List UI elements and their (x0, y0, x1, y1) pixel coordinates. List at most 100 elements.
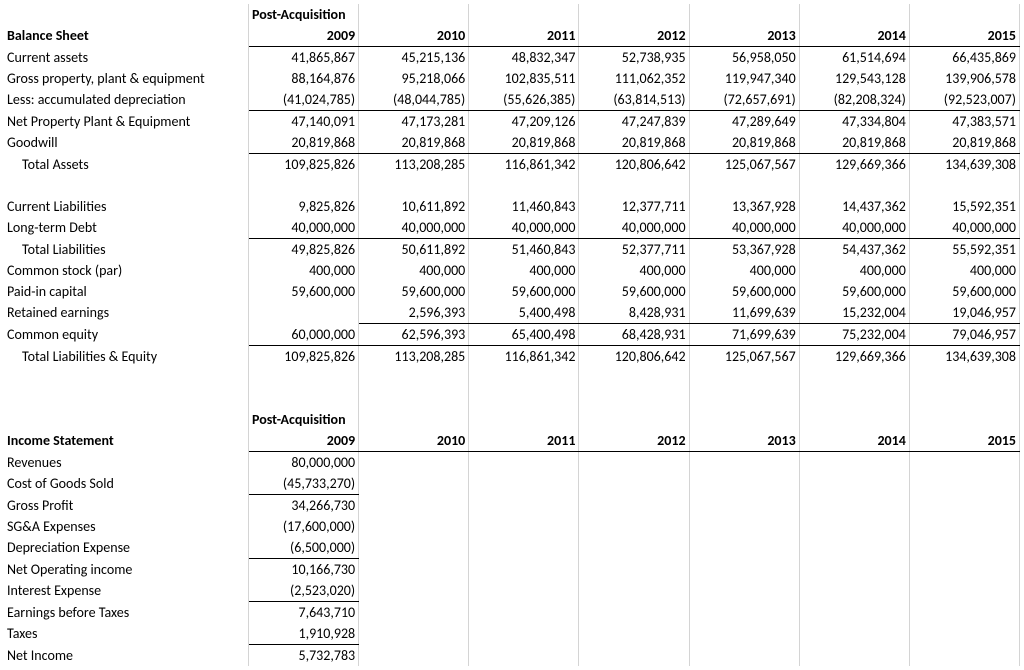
bs1-val-5-4: 125,067,567 (689, 154, 799, 176)
is-year-2013: 2013 (689, 430, 799, 452)
bs2-val-4-3: 59,600,000 (579, 281, 689, 302)
bs1-val-2-6: (92,523,007) (909, 89, 1019, 111)
bs2-label-3: Common stock (par) (4, 260, 249, 281)
bs2-val-0-6: 15,592,351 (909, 196, 1019, 217)
is-val-8-5 (799, 623, 909, 645)
bs2-val-0-0: 9,825,826 (249, 196, 359, 217)
is-val-8-0: 1,910,928 (249, 623, 359, 645)
bs2-val-1-2: 40,000,000 (469, 217, 579, 239)
bs1-val-1-0: 88,164,876 (249, 68, 359, 89)
bs2-val-2-3: 52,377,711 (579, 239, 689, 261)
income-statement-title: Income Statement (4, 430, 249, 452)
bs1-val-5-5: 129,669,366 (799, 154, 909, 176)
bs1-val-1-2: 102,835,511 (469, 68, 579, 89)
is-val-0-0: 80,000,000 (249, 452, 359, 474)
bs2-val-5-3: 8,428,931 (579, 302, 689, 324)
is-val-5-1 (359, 559, 469, 581)
is-val-0-1 (359, 452, 469, 474)
is-val-4-2 (469, 537, 579, 559)
bs2-val-4-6: 59,600,000 (909, 281, 1019, 302)
is-label-2: Gross Profit (4, 495, 249, 517)
bs2-val-1-6: 40,000,000 (909, 217, 1019, 239)
is-val-2-6 (909, 495, 1019, 517)
bs2-val-7-3: 120,806,642 (579, 346, 689, 368)
bs2-val-1-5: 40,000,000 (799, 217, 909, 239)
is-val-1-6 (909, 473, 1019, 495)
is-label-8: Taxes (4, 623, 249, 645)
bs1-val-0-2: 48,832,347 (469, 47, 579, 69)
is-val-1-2 (469, 473, 579, 495)
is-val-3-0: (17,600,000) (249, 516, 359, 537)
bs2-val-1-0: 40,000,000 (249, 217, 359, 239)
bs2-val-6-6: 79,046,957 (909, 324, 1019, 346)
bs1-val-2-1: (48,044,785) (359, 89, 469, 111)
bs2-val-7-5: 129,669,366 (799, 346, 909, 368)
year-2015: 2015 (909, 25, 1019, 47)
is-val-4-1 (359, 537, 469, 559)
bs2-val-3-4: 400,000 (689, 260, 799, 281)
bs2-val-2-4: 53,367,928 (689, 239, 799, 261)
bs1-label-3: Net Property Plant & Equipment (4, 111, 249, 133)
is-val-0-6 (909, 452, 1019, 474)
bs2-val-4-2: 59,600,000 (469, 281, 579, 302)
year-2011: 2011 (469, 25, 579, 47)
bs1-val-3-2: 47,209,126 (469, 111, 579, 133)
bs1-val-4-0: 20,819,868 (249, 132, 359, 154)
post-acquisition-label-2: Post-Acquisition (249, 409, 359, 430)
is-val-6-5 (799, 580, 909, 602)
year-2013: 2013 (689, 25, 799, 47)
is-val-3-5 (799, 516, 909, 537)
is-val-7-6 (909, 602, 1019, 624)
is-val-3-2 (469, 516, 579, 537)
bs1-val-3-4: 47,289,649 (689, 111, 799, 133)
is-val-9-1 (359, 645, 469, 667)
bs2-val-0-4: 13,367,928 (689, 196, 799, 217)
is-val-7-1 (359, 602, 469, 624)
post-acquisition-label: Post-Acquisition (249, 4, 359, 25)
is-val-1-1 (359, 473, 469, 495)
bs2-val-4-0: 59,600,000 (249, 281, 359, 302)
bs2-val-7-2: 116,861,342 (469, 346, 579, 368)
is-val-4-3 (579, 537, 689, 559)
bs2-label-1: Long-term Debt (4, 217, 249, 239)
bs1-val-4-6: 20,819,868 (909, 132, 1019, 154)
is-val-2-2 (469, 495, 579, 517)
bs2-val-0-2: 11,460,843 (469, 196, 579, 217)
is-year-2011: 2011 (469, 430, 579, 452)
bs1-val-0-1: 45,215,136 (359, 47, 469, 69)
bs2-val-5-6: 19,046,957 (909, 302, 1019, 324)
is-val-6-2 (469, 580, 579, 602)
bs1-val-1-6: 139,906,578 (909, 68, 1019, 89)
bs1-val-5-2: 116,861,342 (469, 154, 579, 176)
bs2-val-6-5: 75,232,004 (799, 324, 909, 346)
is-val-4-0: (6,500,000) (249, 537, 359, 559)
bs2-val-3-6: 400,000 (909, 260, 1019, 281)
bs2-val-5-2: 5,400,498 (469, 302, 579, 324)
bs2-val-7-0: 109,825,826 (249, 346, 359, 368)
bs2-val-7-1: 113,208,285 (359, 346, 469, 368)
is-val-3-6 (909, 516, 1019, 537)
is-val-6-3 (579, 580, 689, 602)
bs2-val-4-1: 59,600,000 (359, 281, 469, 302)
bs1-label-1: Gross property, plant & equipment (4, 68, 249, 89)
bs1-val-5-3: 120,806,642 (579, 154, 689, 176)
is-label-3: SG&A Expenses (4, 516, 249, 537)
bs2-val-3-2: 400,000 (469, 260, 579, 281)
is-val-6-1 (359, 580, 469, 602)
bs2-label-0: Current Liabilities (4, 196, 249, 217)
is-val-2-4 (689, 495, 799, 517)
bs1-val-2-4: (72,657,691) (689, 89, 799, 111)
is-val-5-5 (799, 559, 909, 581)
bs2-val-5-1: 2,596,393 (359, 302, 469, 324)
bs2-val-2-5: 54,437,362 (799, 239, 909, 261)
bs2-val-4-4: 59,600,000 (689, 281, 799, 302)
is-year-2015: 2015 (909, 430, 1019, 452)
bs1-val-0-0: 41,865,867 (249, 47, 359, 69)
bs1-val-0-6: 66,435,869 (909, 47, 1019, 69)
bs1-label-5: Total Assets (4, 154, 249, 176)
bs1-val-3-1: 47,173,281 (359, 111, 469, 133)
bs2-label-2: Total Liabilities (4, 239, 249, 261)
bs2-label-6: Common equity (4, 324, 249, 346)
is-val-4-4 (689, 537, 799, 559)
financial-spreadsheet: Post-AcquisitionBalance Sheet20092010201… (4, 4, 1020, 666)
